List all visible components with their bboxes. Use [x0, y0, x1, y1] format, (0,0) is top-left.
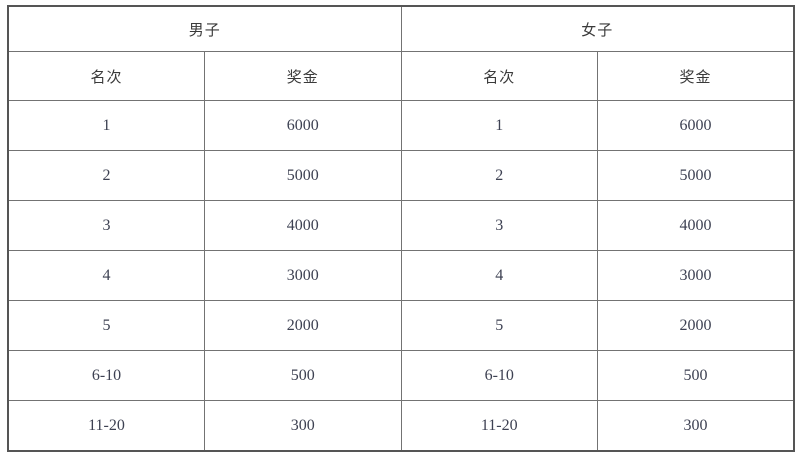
- section-header-men: 男子: [7, 5, 402, 52]
- table-row: 5 2000 5 2000: [7, 300, 795, 351]
- men-prize-cell: 4000: [204, 200, 402, 251]
- prize-table: 男子 女子 名次 奖金 名次 奖金 1 6000 1 6000 2 5000 2…: [7, 5, 795, 452]
- column-header-women-prize: 奖金: [597, 51, 795, 101]
- men-rank-cell: 11-20: [7, 400, 205, 452]
- women-rank-cell: 3: [400, 200, 598, 251]
- men-rank-cell: 3: [7, 200, 205, 251]
- men-prize-cell: 300: [204, 400, 402, 452]
- section-header-row: 男子 女子: [7, 5, 795, 52]
- women-prize-cell: 5000: [597, 150, 795, 201]
- men-rank-cell: 5: [7, 300, 205, 351]
- women-rank-cell: 6-10: [400, 350, 598, 401]
- women-prize-cell: 4000: [597, 200, 795, 251]
- women-rank-cell: 1: [400, 100, 598, 151]
- table-row: 4 3000 4 3000: [7, 250, 795, 301]
- men-prize-cell: 2000: [204, 300, 402, 351]
- column-header-row: 名次 奖金 名次 奖金: [7, 51, 795, 101]
- men-prize-cell: 5000: [204, 150, 402, 201]
- women-prize-cell: 500: [597, 350, 795, 401]
- women-prize-cell: 2000: [597, 300, 795, 351]
- section-header-women: 女子: [400, 5, 795, 52]
- women-rank-cell: 5: [400, 300, 598, 351]
- table-row: 11-20 300 11-20 300: [7, 400, 795, 452]
- table-row: 1 6000 1 6000: [7, 100, 795, 151]
- men-rank-cell: 6-10: [7, 350, 205, 401]
- women-rank-cell: 2: [400, 150, 598, 201]
- column-header-men-prize: 奖金: [204, 51, 402, 101]
- column-header-men-rank: 名次: [7, 51, 205, 101]
- men-rank-cell: 1: [7, 100, 205, 151]
- women-prize-cell: 6000: [597, 100, 795, 151]
- women-rank-cell: 4: [400, 250, 598, 301]
- table-row: 3 4000 3 4000: [7, 200, 795, 251]
- women-prize-cell: 300: [597, 400, 795, 452]
- men-rank-cell: 2: [7, 150, 205, 201]
- table-row: 6-10 500 6-10 500: [7, 350, 795, 401]
- men-prize-cell: 500: [204, 350, 402, 401]
- men-prize-cell: 3000: [204, 250, 402, 301]
- women-prize-cell: 3000: [597, 250, 795, 301]
- table-row: 2 5000 2 5000: [7, 150, 795, 201]
- men-rank-cell: 4: [7, 250, 205, 301]
- men-prize-cell: 6000: [204, 100, 402, 151]
- women-rank-cell: 11-20: [400, 400, 598, 452]
- column-header-women-rank: 名次: [400, 51, 598, 101]
